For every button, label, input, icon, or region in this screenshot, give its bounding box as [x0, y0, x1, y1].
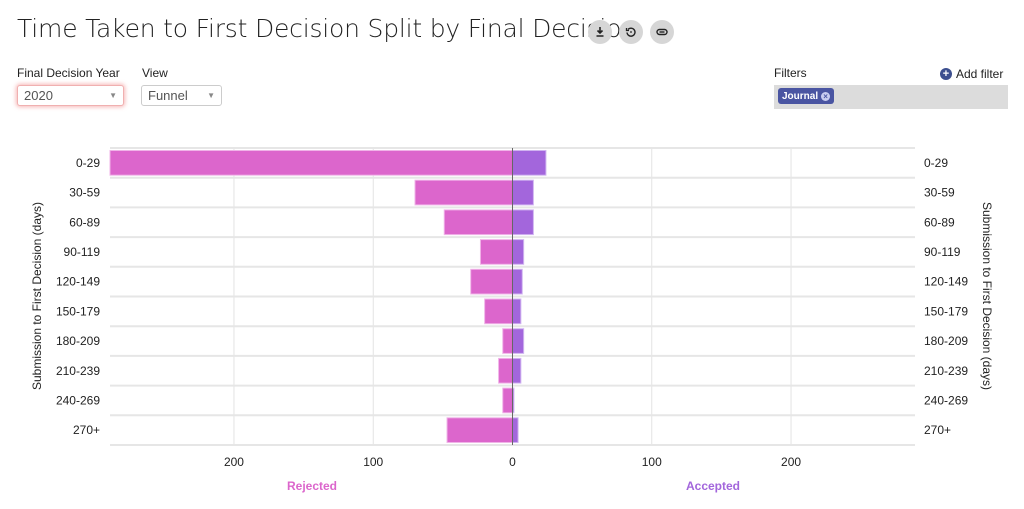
- y-tick-label-right: 0-29: [924, 156, 948, 170]
- y-tick-label-left: 30-59: [69, 186, 100, 200]
- y-tick-label-right: 30-59: [924, 186, 955, 200]
- bar-rejected-150-179: [485, 299, 513, 324]
- y-axis-title-right: Submission to First Decision (days): [980, 202, 994, 390]
- year-label: Final Decision Year: [17, 66, 120, 80]
- y-tick-label-right: 240-269: [924, 393, 968, 407]
- x-tick-label: 0: [509, 455, 516, 469]
- bar-rejected-180-209: [503, 329, 513, 354]
- download-icon: [594, 26, 606, 38]
- bar-rejected-0-29: [110, 151, 513, 176]
- bar-accepted-180-209: [513, 329, 524, 354]
- page-title: Time Taken to First Decision Split by Fi…: [17, 14, 637, 43]
- filter-bar: Journal ×: [774, 85, 1008, 109]
- reset-button[interactable]: [619, 20, 643, 44]
- y-tick-label-left: 270+: [73, 423, 100, 437]
- chevron-down-icon: ▼: [207, 91, 215, 100]
- bar-accepted-90-119: [513, 240, 524, 265]
- y-tick-label-left: 240-269: [56, 393, 100, 407]
- y-tick-label-right: 60-89: [924, 215, 955, 229]
- x-tick-label: 100: [363, 455, 383, 469]
- bar-accepted-0-29: [513, 151, 546, 176]
- y-tick-label-right: 210-239: [924, 364, 968, 378]
- x-axis-title-rejected: Rejected: [287, 479, 337, 493]
- bar-rejected-30-59: [415, 180, 512, 205]
- y-tick-label-left: 90-119: [64, 245, 101, 259]
- bar-accepted-60-89: [513, 210, 534, 235]
- link-icon: [656, 26, 668, 38]
- bar-accepted-240-269: [513, 388, 514, 413]
- add-filter-button[interactable]: + Add filter: [940, 67, 1003, 81]
- chevron-down-icon: ▼: [109, 91, 117, 100]
- y-tick-label-right: 90-119: [924, 245, 961, 259]
- bar-rejected-120-149: [471, 269, 513, 294]
- bar-accepted-270+: [513, 418, 519, 443]
- x-tick-label: 200: [781, 455, 801, 469]
- x-axis-title-accepted: Accepted: [686, 479, 740, 493]
- bar-rejected-270+: [447, 418, 512, 443]
- bar-accepted-120-149: [513, 269, 523, 294]
- y-tick-label-left: 210-239: [56, 364, 100, 378]
- add-filter-label: Add filter: [956, 67, 1003, 81]
- bar-rejected-210-239: [499, 358, 513, 383]
- view-value: Funnel: [148, 88, 188, 103]
- close-icon[interactable]: ×: [821, 92, 830, 101]
- bar-accepted-210-239: [513, 358, 521, 383]
- y-tick-label-right: 150-179: [924, 304, 968, 318]
- y-tick-label-left: 60-89: [69, 215, 100, 229]
- y-tick-label-left: 150-179: [56, 304, 100, 318]
- year-select[interactable]: 2020 ▼: [17, 85, 124, 106]
- filter-chip-label: Journal: [782, 91, 818, 102]
- x-tick-label: 200: [224, 455, 244, 469]
- y-tick-label-left: 120-149: [56, 275, 100, 289]
- reset-icon: [625, 26, 637, 38]
- y-tick-label-right: 180-209: [924, 334, 968, 348]
- filters-label: Filters: [774, 66, 807, 80]
- y-tick-label-left: 0-29: [76, 156, 100, 170]
- year-value: 2020: [24, 88, 53, 103]
- view-select[interactable]: Funnel ▼: [141, 85, 222, 106]
- link-button[interactable]: [650, 20, 674, 44]
- bar-rejected-90-119: [480, 240, 512, 265]
- bar-rejected-60-89: [444, 210, 512, 235]
- y-tick-label-right: 270+: [924, 423, 951, 437]
- x-tick-label: 100: [642, 455, 662, 469]
- bar-accepted-150-179: [513, 299, 521, 324]
- bar-rejected-240-269: [503, 388, 513, 413]
- bar-accepted-30-59: [513, 180, 534, 205]
- plus-circle-icon: +: [940, 68, 952, 80]
- view-label: View: [142, 66, 168, 80]
- y-tick-label-right: 120-149: [924, 275, 968, 289]
- y-tick-label-left: 180-209: [56, 334, 100, 348]
- filter-chip-journal[interactable]: Journal ×: [778, 88, 834, 104]
- y-axis-title-left: Submission to First Decision (days): [30, 202, 44, 390]
- download-button[interactable]: [588, 20, 612, 44]
